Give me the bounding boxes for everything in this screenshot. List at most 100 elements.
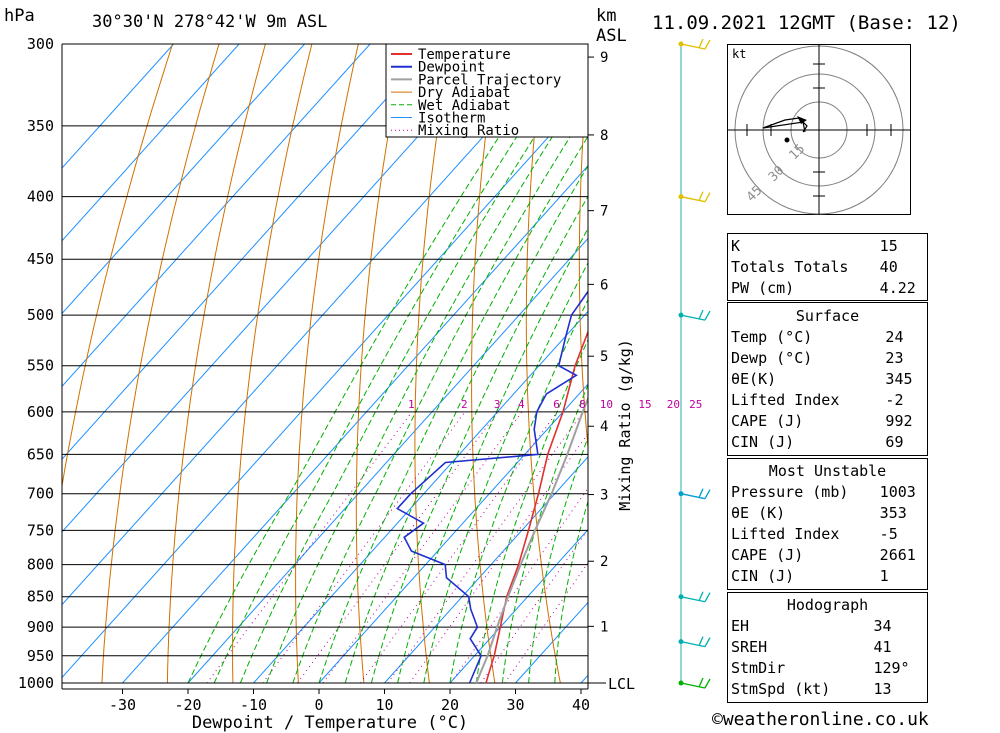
isotherm-line	[187, 237, 588, 684]
x-tick-label: 30	[506, 696, 524, 714]
mixing-ratio-line	[450, 487, 588, 684]
isotherm-line	[384, 456, 588, 684]
pressure-tick-label: 300	[27, 35, 54, 53]
x-tick-label: -10	[240, 696, 267, 714]
surface-indices: Surface Temp (°C) 24 Dewp (°C) 23 θE(K) 345…	[731, 307, 913, 451]
x-tick-label: 0	[314, 696, 323, 714]
pressure-tick-label: 500	[27, 306, 54, 324]
wind-barb-shaft	[680, 196, 706, 203]
legend-label: Mixing Ratio	[418, 123, 519, 139]
legend-label: Wet Adiabat	[418, 98, 511, 114]
pressure-tick-label: 450	[27, 250, 54, 268]
dry-adiabat-line	[525, 44, 561, 684]
wind-barb-feather	[698, 309, 704, 320]
wind-barb-feather	[698, 636, 704, 646]
wet-adiabat-line	[318, 135, 588, 684]
pressure-tick-label: 900	[27, 618, 54, 636]
height-tick-label: 3	[600, 488, 608, 504]
wet-adiabat-line	[239, 53, 588, 684]
isotherm-line	[62, 92, 588, 679]
dry-adiabat-line	[631, 44, 692, 683]
wind-barb-feather	[698, 591, 704, 602]
datetime-title: 11.09.2021 12GMT (Base: 12)	[652, 12, 961, 34]
wind-barb-shaft	[680, 43, 706, 50]
dewpoint-profile	[396, 290, 588, 684]
legend-label: Temperature	[418, 47, 511, 63]
pressure-tick-label: 750	[27, 521, 54, 539]
most-unstable-indices: Most Unstable Pressure (mb) 1003 θE (K) 35…	[731, 462, 916, 585]
pressure-tick-label: 700	[27, 485, 54, 503]
mixing-ratio-line	[297, 411, 499, 684]
height-tick-label: 6	[600, 277, 608, 293]
isotherm-line	[62, 44, 305, 315]
mixing-ratio-label: 10	[600, 398, 613, 411]
wind-barb-feather	[704, 192, 711, 203]
isotherm-line	[449, 528, 588, 684]
hodograph: kt 15 30 45	[727, 44, 911, 215]
x-tick-label: -30	[109, 696, 136, 714]
wind-barb-feather	[698, 191, 704, 201]
height-tick-label: 8	[600, 128, 608, 144]
mixing-ratio-line	[206, 411, 413, 684]
isotherm-line	[62, 44, 567, 606]
wind-barb-feather	[704, 678, 711, 689]
storm-motion-dot	[784, 137, 790, 143]
isotherm-line	[62, 44, 174, 169]
mixing-ratio-label: 8	[579, 398, 586, 411]
height-tick-label: 2	[600, 554, 608, 570]
pressure-tick-label: 350	[27, 117, 54, 135]
wind-barb-feather	[704, 39, 711, 50]
wet-adiabat-line	[213, 44, 579, 684]
wet-adiabat-line	[423, 261, 588, 684]
isotherm-line	[62, 44, 502, 533]
pressure-tick-label: 800	[27, 556, 54, 574]
wind-barb-shaft	[680, 314, 706, 321]
wet-adiabat-line	[449, 298, 588, 684]
x-tick-label: 40	[572, 696, 590, 714]
isotherm-line	[62, 44, 436, 460]
pressure-tick-label: 400	[27, 188, 54, 206]
mixing-ratio-label: 4	[518, 398, 525, 411]
wind-barb-feather	[704, 489, 711, 500]
pressure-tick-label: 850	[27, 588, 54, 606]
location-title: 30°30'N 278°42'W 9m ASL	[92, 12, 328, 32]
legend-label: Dry Adiabat	[418, 85, 511, 101]
wet-adiabat-line	[554, 499, 588, 684]
wind-barbs	[678, 38, 711, 689]
dry-adiabat-line	[578, 63, 588, 453]
wind-barb-feather	[704, 592, 711, 603]
height-unit-asl: ASL	[596, 26, 627, 46]
wind-barb-feather	[698, 488, 704, 498]
mixing-ratio-label: 1	[408, 398, 415, 411]
height-tick-label: 7	[600, 204, 608, 220]
isotherm-line	[318, 383, 588, 684]
general-indices: K 15 Totals Totals 40 PW (cm) 4.22	[731, 237, 916, 297]
wet-adiabat-line	[397, 227, 588, 684]
mixing-ratio-label: 15	[638, 398, 651, 411]
wind-barb-shaft	[680, 682, 706, 689]
height-tick-label: 5	[600, 349, 608, 365]
wet-adiabat-line	[266, 80, 588, 684]
wind-barb-shaft	[680, 640, 706, 648]
isotherm-line	[62, 44, 371, 388]
height-tick-label: 1	[600, 619, 608, 635]
mixing-ratio-axis-title: Mixing Ratio (g/kg)	[616, 339, 634, 511]
legend-label: Dewpoint	[418, 60, 485, 76]
hodograph-unit: kt	[732, 47, 746, 61]
x-axis-title: Dewpoint / Temperature (°C)	[192, 713, 468, 733]
lcl-label: LCL	[608, 675, 635, 693]
height-unit-km: km	[596, 6, 617, 26]
pressure-tick-label: 950	[27, 647, 54, 665]
mixing-ratio-line	[322, 411, 523, 684]
mixing-ratio-line	[359, 411, 558, 684]
mixing-ratio-label: 20	[667, 398, 680, 411]
parcel-profile	[475, 396, 588, 684]
hodograph-indices: Hodograph EH 34 SREH 41 StmDir 129° StmSpd …	[731, 596, 910, 698]
wind-barb-feather	[698, 677, 704, 688]
mixing-ratio-label: 6	[553, 398, 560, 411]
dry-adiabat-line	[355, 44, 406, 684]
skewt-chart: 3003504004505005506006507007508008509009…	[18, 35, 711, 733]
height-tick-label: 4	[600, 419, 608, 435]
pressure-unit-label: hPa	[4, 6, 35, 26]
